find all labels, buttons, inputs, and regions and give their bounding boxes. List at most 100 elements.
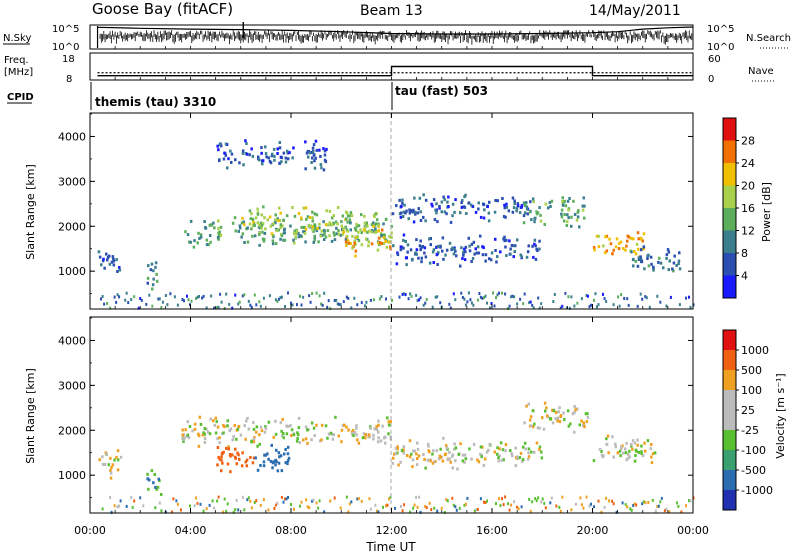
heat-cell (640, 260, 644, 264)
heat-cell (377, 440, 380, 444)
heat-cell (443, 210, 447, 214)
heat-cell (360, 213, 363, 217)
heat-cell (241, 216, 244, 220)
ground-cell (401, 292, 404, 296)
heat-cell (354, 254, 357, 258)
heat-cell (460, 205, 464, 209)
heat-cell (471, 257, 475, 260)
heat-cell (345, 425, 348, 429)
ground-cell (665, 304, 668, 308)
ground-cell (464, 303, 467, 307)
heat-cell (295, 439, 299, 443)
ground-cell (419, 296, 422, 300)
heat-cell (219, 225, 223, 229)
heat-cell (197, 434, 201, 438)
noise-left-tick-top: 10^5 (52, 24, 79, 35)
heat-cell (101, 462, 105, 466)
heat-cell (475, 251, 479, 255)
heat-cell (631, 439, 635, 443)
heat-cell (449, 220, 453, 224)
heat-cell (513, 202, 516, 206)
heat-cell (221, 461, 224, 465)
heat-cell (646, 257, 649, 260)
heat-cell (377, 423, 380, 427)
heat-cell (253, 234, 257, 238)
ground-cell (469, 298, 472, 302)
heat-cell (538, 426, 541, 430)
heat-cell (298, 441, 302, 445)
heat-cell (666, 248, 670, 252)
heat-cell (415, 463, 419, 467)
heat-cell (187, 436, 191, 440)
ground-cell (428, 501, 431, 505)
ground-cell (605, 300, 608, 303)
ground-cell (237, 508, 240, 512)
heat-cell (354, 249, 358, 253)
ground-cell (348, 502, 351, 506)
heat-cell (528, 210, 532, 214)
heat-cell (257, 155, 260, 159)
heat-cell (329, 431, 333, 435)
heat-cell (482, 202, 485, 206)
heat-cell (482, 463, 486, 467)
heat-cell (241, 149, 245, 153)
heat-cell (311, 228, 314, 232)
heat-cell (224, 142, 228, 146)
heat-cell (408, 439, 412, 443)
ground-cell (216, 499, 219, 503)
heat-cell (374, 230, 377, 234)
heat-cell (672, 269, 675, 273)
heat-cell (463, 258, 467, 262)
heat-cell (652, 265, 655, 269)
heat-cell (203, 432, 206, 436)
heat-cell (560, 212, 563, 216)
heat-cell (636, 438, 639, 442)
heat-cell (392, 244, 395, 248)
heat-cell (477, 201, 480, 205)
heat-cell (374, 212, 377, 216)
heat-cell (264, 227, 267, 231)
beam-title: Beam 13 (360, 3, 423, 19)
heat-cell (345, 244, 348, 247)
heat-cell (214, 416, 217, 420)
heat-cell (414, 212, 417, 216)
ground-cell (504, 495, 507, 499)
heat-cell (468, 447, 471, 451)
heat-cell (650, 443, 653, 446)
heat-cell (534, 244, 537, 248)
ground-cell (410, 294, 413, 298)
ground-cell (626, 297, 629, 301)
ground-cell (267, 508, 270, 512)
ground-cell (175, 499, 178, 503)
heat-cell (622, 247, 625, 251)
ground-cell (133, 295, 136, 299)
heat-cell (275, 229, 279, 233)
heat-cell (377, 419, 380, 423)
heat-cell (360, 243, 364, 247)
velocity-data-cells (98, 401, 695, 514)
ground-cell (513, 500, 516, 504)
heat-cell (154, 485, 157, 489)
heat-cell (370, 230, 374, 234)
velocity-colorbar-swatch (723, 390, 736, 411)
heat-cell (328, 221, 331, 225)
heat-cell (519, 451, 523, 455)
heat-cell (218, 143, 221, 147)
heat-cell (524, 447, 527, 451)
ground-cell (276, 300, 279, 303)
heat-cell (182, 440, 185, 443)
heat-cell (292, 232, 296, 235)
heat-cell (258, 224, 261, 227)
heat-cell (617, 241, 621, 245)
heat-cell (242, 220, 245, 224)
heat-cell (264, 425, 267, 429)
heat-cell (512, 244, 515, 248)
heat-cell (267, 156, 270, 160)
ground-cell (339, 506, 342, 510)
heat-cell (310, 161, 313, 164)
heat-cell (445, 248, 449, 252)
heat-cell (454, 446, 458, 450)
heat-cell (269, 459, 273, 463)
heat-cell (377, 436, 380, 440)
